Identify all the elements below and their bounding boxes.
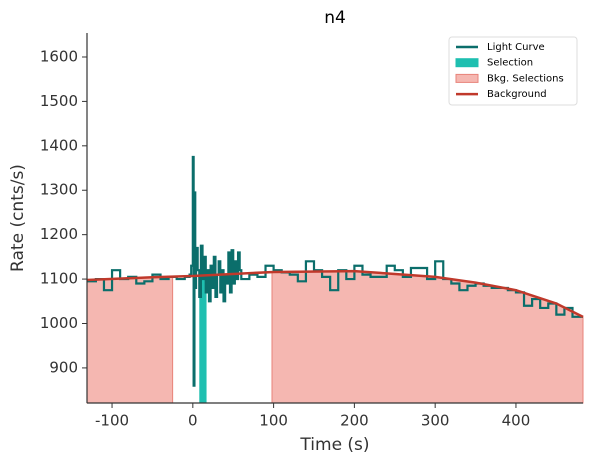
y-tick-label: 1300 [40,181,78,199]
y-tick-label: 1000 [40,314,78,332]
legend-swatch [455,58,479,68]
selection [199,275,207,403]
y-tick-label: 1200 [40,225,78,243]
x-tick-label: 100 [259,412,288,430]
light-curve [87,155,583,387]
y-tick-label: 1600 [40,47,78,65]
background-line [86,269,584,318]
x-tick-label: 300 [421,412,450,430]
legend-label: Selection [487,58,533,69]
bkg-selection [86,276,174,404]
legend-box [448,36,578,106]
y-axis-label: Rate (cnts/s) [8,164,28,272]
x-tick-label: 200 [340,412,369,430]
legend-swatch [455,73,479,83]
y-tick-label: 1100 [40,270,78,288]
y-tick-label: 1400 [40,136,78,154]
x-axis-label: Time (s) [299,435,369,455]
legend-label: Light Curve [487,42,545,53]
legend-label: Background [487,89,547,100]
x-tick-label: -100 [95,412,129,430]
bkg-selection [271,270,584,404]
chart-title: n4 [324,8,346,28]
x-tick-label: 400 [502,412,531,430]
x-tick-label: 0 [188,412,198,430]
legend-label: Bkg. Selections [487,73,564,84]
y-tick-label: 900 [49,358,78,376]
y-tick-label: 1500 [40,92,78,110]
